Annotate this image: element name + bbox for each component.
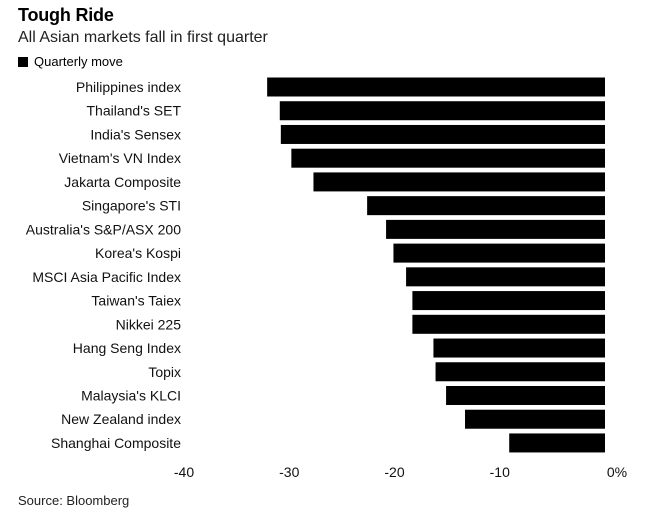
bar-taiwan-s-taiex <box>412 291 605 311</box>
bar-chart: Philippines index Thailand's SET India's S… <box>26 77 627 480</box>
category-label: Topix <box>148 364 181 380</box>
chart-subtitle: All Asian markets fall in first quarter <box>18 29 268 46</box>
bar-thailand-s-set <box>279 101 605 121</box>
bar-korea-s-kospi <box>393 243 605 263</box>
legend: Quarterly move <box>18 54 123 69</box>
category-label: Nikkei 225 <box>116 316 182 332</box>
bar-msci-asia-pacific-index <box>406 267 605 287</box>
source-note: Source: Bloomberg <box>18 493 130 508</box>
bar-malaysia-s-klci <box>446 385 605 405</box>
category-label: Vietnam's VN Index <box>59 150 181 166</box>
x-tick-label: 0% <box>607 464 627 480</box>
bar-hang-seng-index <box>433 338 605 358</box>
category-label: Shanghai Composite <box>51 435 181 451</box>
category-label: Australia's S&P/ASX 200 <box>26 221 181 237</box>
category-label: New Zealand index <box>61 411 181 427</box>
x-tick-label: -30 <box>279 464 299 480</box>
bar-topix <box>435 362 605 382</box>
bar-india-s-sensex <box>280 124 605 144</box>
x-tick-label: -20 <box>384 464 404 480</box>
x-tick-label: -10 <box>490 464 510 480</box>
chart-title: Tough Ride <box>18 5 114 25</box>
bar-singapore-s-sti <box>367 196 605 216</box>
category-label: Thailand's SET <box>87 103 182 119</box>
bar-new-zealand-index <box>465 409 605 429</box>
category-label: MSCI Asia Pacific Index <box>32 269 181 285</box>
legend-label: Quarterly move <box>34 54 123 69</box>
category-label: Singapore's STI <box>82 198 181 214</box>
category-label: India's Sensex <box>90 126 181 142</box>
bar-nikkei-225 <box>412 314 605 334</box>
bar-philippines-index <box>267 77 605 97</box>
category-label: Hang Seng Index <box>73 340 181 356</box>
x-tick-label: -40 <box>174 464 194 480</box>
category-label: Jakarta Composite <box>64 174 181 190</box>
category-label: Taiwan's Taiex <box>91 293 181 309</box>
bar-vietnam-s-vn-index <box>291 148 605 168</box>
bar-australia-s-s-p-asx-200 <box>386 219 605 239</box>
category-label: Malaysia's KLCI <box>81 387 181 403</box>
category-label: Philippines index <box>76 79 181 95</box>
bar-shanghai-composite <box>509 433 605 453</box>
legend-swatch <box>18 56 28 67</box>
category-label: Korea's Kospi <box>95 245 181 261</box>
bar-jakarta-composite <box>313 172 605 192</box>
